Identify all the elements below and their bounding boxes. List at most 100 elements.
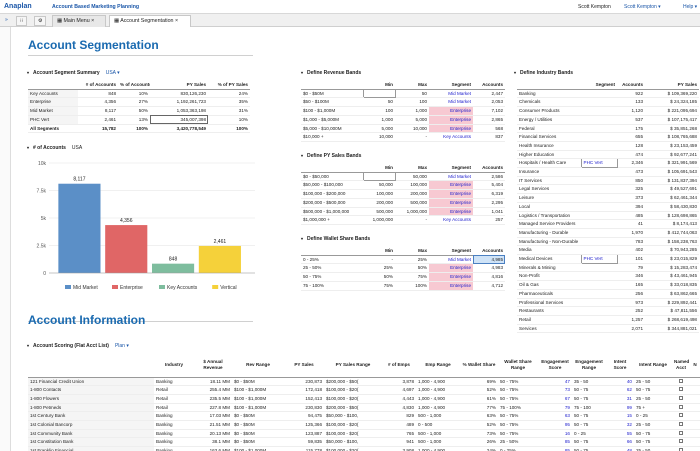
cell[interactable]: 25 - 50	[634, 446, 672, 451]
legend-label[interactable]: Enterprise	[120, 285, 143, 291]
named-acct-checkbox[interactable]	[672, 385, 690, 395]
cell[interactable]: $100 - $1,000M	[232, 394, 284, 404]
cell[interactable]: Banking	[154, 437, 194, 448]
collapse-icon[interactable]: ▾	[27, 145, 30, 150]
cell[interactable]: 17.03 MM	[194, 411, 232, 421]
segment-cell[interactable]	[581, 228, 617, 238]
bar[interactable]	[152, 263, 195, 273]
cell[interactable]: 100,000	[395, 180, 429, 191]
expand-icon[interactable]: »	[5, 17, 8, 23]
cell[interactable]: 500 - 1,000	[416, 437, 460, 448]
cell[interactable]: 35%	[208, 97, 250, 108]
cell[interactable]: 77%	[460, 403, 498, 413]
cell[interactable]: 79	[538, 403, 572, 413]
checkbox-icon[interactable]	[679, 448, 683, 451]
chart-selector[interactable]: USA	[71, 145, 83, 151]
cell[interactable]: 50 - 75%	[498, 429, 538, 439]
segment-cell[interactable]	[581, 280, 617, 290]
cell[interactable]: 1,000	[395, 106, 429, 116]
cell[interactable]: 235.5 MM	[194, 394, 232, 404]
cell[interactable]: $0 - $50M	[232, 420, 284, 430]
cell[interactable]: 4,443	[382, 394, 416, 404]
cell[interactable]: -	[363, 255, 395, 265]
cell[interactable]: 830,126,230	[150, 89, 208, 99]
cell[interactable]: 63	[538, 411, 572, 421]
cell[interactable]: 1,000 - 4,900	[416, 385, 460, 395]
cell[interactable]: 50 - 75	[634, 437, 672, 448]
cell[interactable]: 50 - 75	[572, 411, 606, 421]
checkbox-icon[interactable]	[679, 378, 683, 383]
segment-cell[interactable]	[581, 271, 617, 282]
cell[interactable]: 25%	[395, 255, 429, 265]
cell[interactable]: $50,000 - $100,	[324, 437, 382, 448]
segment-cell[interactable]	[581, 306, 617, 316]
cell[interactable]: 20.13 MM	[194, 429, 232, 439]
cell[interactable]: 125,366	[284, 420, 324, 430]
cell[interactable]: $100,000 - $20(	[324, 420, 382, 430]
cell[interactable]: 50%	[363, 272, 395, 282]
cell[interactable]: 27%	[118, 97, 150, 108]
cell[interactable]: 62	[606, 385, 634, 395]
named-acct-checkbox[interactable]	[672, 377, 690, 387]
tab-account-segmentation[interactable]: ▦ Account Segmentation ×	[109, 15, 191, 27]
cell[interactable]: 230,873	[284, 377, 324, 387]
cell[interactable]: 50 - 75	[572, 420, 606, 430]
collapse-icon[interactable]: ▾	[27, 343, 30, 348]
cell[interactable]: 73	[538, 385, 572, 395]
cell[interactable]: $200,000 - $50(	[324, 403, 382, 413]
tab-main-menu[interactable]: ▦ Main Menu ×	[52, 15, 106, 27]
segment-cell[interactable]	[581, 289, 617, 299]
cell[interactable]: 227.8 MM	[194, 403, 232, 413]
cell[interactable]: 50 - 75%	[498, 385, 538, 395]
cell[interactable]: 941	[382, 437, 416, 448]
cell[interactable]: 25 - 50	[634, 420, 672, 430]
segment-cell[interactable]	[581, 245, 617, 256]
cell[interactable]: 1,000	[363, 115, 395, 125]
cell[interactable]: 50 - 75%	[498, 420, 538, 430]
named-acct-checkbox[interactable]	[672, 437, 690, 448]
cell[interactable]: 21.51 MM	[194, 420, 232, 430]
cell[interactable]: $100,000 - $20(	[324, 394, 382, 404]
cell[interactable]: 47	[538, 377, 572, 387]
cell[interactable]: 1,000,000	[395, 207, 429, 217]
cell[interactable]: Retail	[154, 394, 194, 404]
cell[interactable]: 18.11 MM	[194, 377, 232, 387]
segment-cell[interactable]	[581, 176, 617, 186]
cell[interactable]: 100	[395, 97, 429, 108]
cell[interactable]: 48	[606, 446, 634, 451]
checkbox-icon[interactable]	[679, 430, 683, 435]
cell[interactable]: 50 - 75	[572, 437, 606, 448]
cell[interactable]: 35 - 50	[572, 377, 606, 387]
collapse-icon[interactable]: ▾	[301, 153, 304, 158]
checkbox-icon[interactable]	[679, 395, 683, 400]
cell[interactable]: 50 - 75%	[498, 377, 538, 387]
named-acct-checkbox[interactable]	[672, 403, 690, 413]
cell[interactable]: 4,830	[382, 403, 416, 413]
segment-cell[interactable]	[581, 184, 617, 195]
cell[interactable]: 31%	[208, 106, 250, 116]
cell[interactable]: Enterprise	[429, 180, 473, 191]
cell[interactable]: 255.4 MM	[194, 385, 232, 395]
cell[interactable]: 10%	[118, 89, 150, 99]
segment-cell[interactable]	[581, 237, 617, 247]
cell[interactable]: Enterprise	[429, 272, 473, 282]
cell[interactable]: Enterprise	[429, 263, 473, 274]
cell[interactable]: 50 - 75	[634, 385, 672, 395]
cell[interactable]: 4,356	[78, 97, 118, 108]
cell[interactable]: 75 - 100	[572, 403, 606, 413]
cell[interactable]: Retail	[154, 385, 194, 395]
summary-header[interactable]: ▾ Account Segment Summary USA ▾	[27, 70, 120, 76]
cell[interactable]: 85	[538, 446, 572, 451]
cell[interactable]: 123,887	[284, 429, 324, 439]
segment-cell[interactable]	[581, 219, 617, 229]
cell[interactable]: 152,413	[284, 394, 324, 404]
cell[interactable]: 115,778	[284, 446, 324, 451]
cell[interactable]: $50,000 - $100,	[324, 411, 382, 421]
cell[interactable]: 38.1 MM	[194, 437, 232, 448]
cell[interactable]: 52%	[460, 385, 498, 395]
cell[interactable]: 24%	[208, 89, 250, 99]
cell[interactable]: Banking	[154, 446, 194, 451]
legend-label[interactable]: Mid Market	[73, 285, 98, 291]
segment-cell[interactable]	[581, 298, 617, 308]
checkbox-icon[interactable]	[679, 422, 683, 427]
